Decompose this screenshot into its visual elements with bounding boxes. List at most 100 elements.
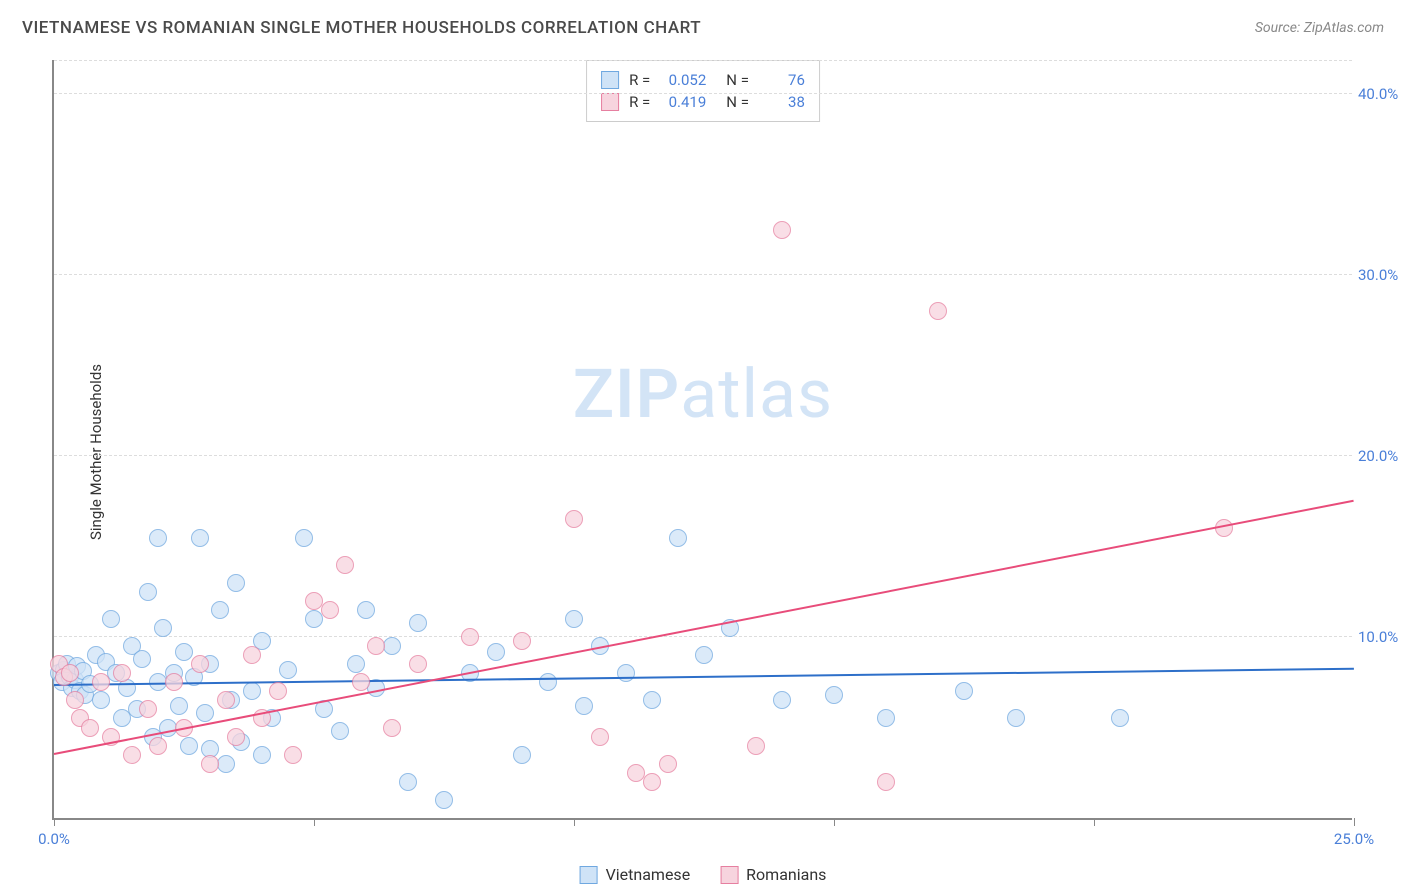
x-tick <box>1094 818 1095 826</box>
data-point <box>243 646 261 664</box>
data-point <box>321 601 339 619</box>
x-tick <box>314 818 315 826</box>
data-point <box>227 728 245 746</box>
data-point <box>487 643 505 661</box>
chart-container: Single Mother Households ZIPatlas R = 0.… <box>0 48 1406 856</box>
data-point <box>165 673 183 691</box>
gridline <box>54 636 1352 637</box>
watermark-zip: ZIP <box>573 354 680 434</box>
legend-row-romanians: R = 0.419 N = 38 <box>601 91 805 113</box>
data-point <box>284 746 302 764</box>
data-point <box>643 773 661 791</box>
data-point <box>773 221 791 239</box>
x-tick <box>834 818 835 826</box>
data-point <box>196 704 214 722</box>
data-point <box>513 632 531 650</box>
n-label: N = <box>726 93 749 111</box>
data-point <box>201 755 219 773</box>
n-label: N = <box>726 71 749 89</box>
data-point <box>461 628 479 646</box>
r-value-romanians: 0.419 <box>660 93 706 111</box>
data-point <box>669 529 687 547</box>
data-point <box>1111 709 1129 727</box>
y-tick-label: 20.0% <box>1358 447 1406 465</box>
y-tick-label: 40.0% <box>1358 85 1406 103</box>
swatch-vietnamese <box>580 866 598 884</box>
data-point <box>123 746 141 764</box>
data-point <box>565 610 583 628</box>
legend-item-vietnamese: Vietnamese <box>580 865 691 884</box>
legend-item-romanians: Romanians <box>720 865 826 884</box>
y-tick-label: 10.0% <box>1358 628 1406 646</box>
data-point <box>279 661 297 679</box>
data-point <box>357 601 375 619</box>
data-point <box>113 664 131 682</box>
legend-label-vietnamese: Vietnamese <box>606 865 691 884</box>
data-point <box>81 719 99 737</box>
y-tick-label: 30.0% <box>1358 266 1406 284</box>
data-point <box>180 737 198 755</box>
data-point <box>659 755 677 773</box>
data-point <box>695 646 713 664</box>
data-point <box>149 737 167 755</box>
data-point <box>747 737 765 755</box>
data-point <box>575 697 593 715</box>
data-point <box>139 700 157 718</box>
n-value-vietnamese: 76 <box>759 71 805 89</box>
r-label: R = <box>629 71 650 89</box>
data-point <box>347 655 365 673</box>
data-point <box>133 650 151 668</box>
n-value-romanians: 38 <box>759 93 805 111</box>
data-point <box>170 697 188 715</box>
data-point <box>352 673 370 691</box>
data-point <box>217 755 235 773</box>
data-point <box>877 773 895 791</box>
data-point <box>253 746 271 764</box>
data-point <box>336 556 354 574</box>
data-point <box>513 746 531 764</box>
chart-title: VIETNAMESE VS ROMANIAN SINGLE MOTHER HOU… <box>22 18 701 38</box>
correlation-legend: R = 0.052 N = 76 R = 0.419 N = 38 <box>586 60 820 122</box>
data-point <box>591 728 609 746</box>
legend-row-vietnamese: R = 0.052 N = 76 <box>601 69 805 91</box>
data-point <box>409 655 427 673</box>
gridline <box>54 274 1352 275</box>
plot-area: ZIPatlas R = 0.052 N = 76 R = 0.419 N = … <box>52 60 1352 820</box>
data-point <box>825 686 843 704</box>
gridline <box>54 455 1352 456</box>
data-point <box>217 691 235 709</box>
x-tick <box>1354 818 1355 826</box>
data-point <box>269 682 287 700</box>
data-point <box>61 664 79 682</box>
trend-line <box>54 499 1354 754</box>
data-point <box>295 529 313 547</box>
data-point <box>399 773 417 791</box>
data-point <box>383 719 401 737</box>
data-point <box>92 673 110 691</box>
r-label: R = <box>629 93 650 111</box>
swatch-romanians <box>601 93 619 111</box>
data-point <box>191 529 209 547</box>
data-point <box>149 529 167 547</box>
data-point <box>617 664 635 682</box>
trend-line <box>54 668 1354 686</box>
x-tick <box>574 818 575 826</box>
data-point <box>565 510 583 528</box>
data-point <box>331 722 349 740</box>
r-value-vietnamese: 0.052 <box>660 71 706 89</box>
data-point <box>175 643 193 661</box>
data-point <box>154 619 172 637</box>
series-legend: Vietnamese Romanians <box>580 865 827 884</box>
data-point <box>877 709 895 727</box>
legend-label-romanians: Romanians <box>746 865 826 884</box>
data-point <box>211 601 229 619</box>
x-tick-label: 25.0% <box>1334 830 1374 848</box>
data-point <box>929 302 947 320</box>
data-point <box>539 673 557 691</box>
data-point <box>383 637 401 655</box>
source-attribution: Source: ZipAtlas.com <box>1255 20 1384 36</box>
data-point <box>227 574 245 592</box>
data-point <box>955 682 973 700</box>
data-point <box>773 691 791 709</box>
data-point <box>1007 709 1025 727</box>
